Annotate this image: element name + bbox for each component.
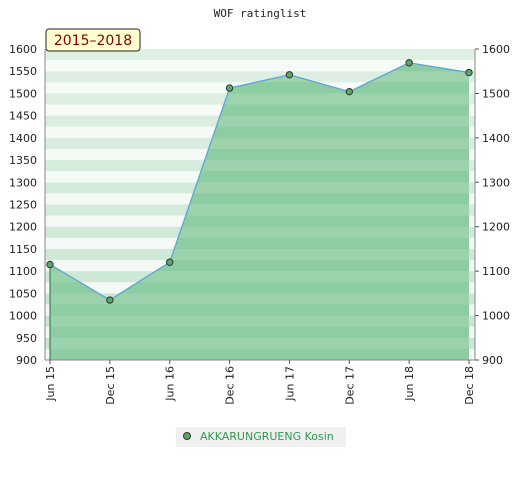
- area-stripes: [50, 62, 469, 360]
- legend-marker: [183, 432, 191, 440]
- area-stripe: [50, 148, 469, 161]
- series-point: [285, 71, 294, 79]
- area-fill-group: [50, 62, 469, 360]
- y-tick-label-right: 1300: [482, 176, 510, 189]
- x-tick-label: Jun 17: [283, 366, 296, 402]
- y-tick-label-left: 900: [16, 354, 37, 367]
- area-stripe: [50, 82, 469, 94]
- series-point: [225, 84, 234, 92]
- area-stripe: [50, 104, 469, 116]
- x-tick-label: Jun 15: [44, 366, 57, 402]
- area-stripe: [50, 193, 469, 205]
- y-tick-label-right: 1500: [482, 87, 510, 100]
- area-stripe: [50, 260, 469, 272]
- legend-label: AKKARUNGRUENG Kosin: [200, 430, 334, 443]
- area-stripe: [50, 126, 469, 138]
- chart-title: WOF ratinglist: [214, 7, 307, 20]
- y-tick-label-left: 1400: [9, 132, 37, 145]
- y-tick-label-left: 1300: [9, 176, 37, 189]
- badge-box: [45, 28, 141, 52]
- axes: [44, 49, 476, 361]
- area-stripe: [50, 282, 469, 294]
- y-tick-label-right: 1100: [482, 265, 510, 278]
- area-stripe: [50, 348, 469, 360]
- y-axis-left: 900 950 1000 1050 1100 1150 1200 1250 1300 1350 14…: [9, 43, 37, 367]
- x-tick-label: Dec 15: [104, 366, 117, 405]
- y-tick-label-right: 1000: [482, 310, 510, 323]
- y-tick-label-right: 1200: [482, 221, 510, 234]
- x-tick-label: Dec 18: [463, 366, 476, 405]
- x-tick-label: Jun 16: [164, 366, 177, 402]
- series-group: [46, 59, 473, 304]
- area-stripe: [50, 171, 469, 183]
- year-range-badge: 2015–2018: [45, 28, 141, 52]
- series-point: [405, 59, 413, 67]
- y-tick-label-left: 1100: [9, 265, 37, 278]
- area-stripe: [50, 304, 469, 316]
- legend: AKKARUNGRUENG Kosin: [176, 427, 346, 447]
- series-point: [106, 296, 114, 304]
- x-tick-label: Jun 18: [403, 366, 416, 402]
- area-stripe: [50, 215, 469, 227]
- background-band: [45, 49, 475, 61]
- series-point: [345, 87, 353, 96]
- series-point: [465, 68, 473, 77]
- y-axis-right: 900 1000 1100 1200 1300 1400 1500 1600: [475, 43, 510, 367]
- area-stripe: [50, 326, 469, 338]
- y-tick-label-left: 1000: [9, 310, 37, 323]
- y-tick-label-left: 1200: [9, 221, 37, 234]
- x-tick-label: Dec 16: [224, 366, 237, 405]
- background-band: [45, 60, 475, 72]
- series-point: [46, 260, 54, 269]
- y-tick-label-left: 950: [16, 332, 37, 345]
- x-axis: Jun 15 Dec 15 Jun 16 Dec 16 Jun 17 Dec 17 Jun …: [44, 360, 476, 405]
- background-band: [45, 71, 475, 83]
- y-tick-label-left: 1150: [9, 243, 37, 256]
- y-tick-label-left: 1450: [9, 110, 37, 123]
- area-stripe: [50, 237, 469, 249]
- y-tick-label-right: 900: [482, 354, 503, 367]
- y-tick-label-left: 1050: [9, 287, 37, 300]
- y-tick-label-right: 1600: [482, 43, 510, 56]
- series-point: [166, 258, 174, 266]
- series-line: [49, 62, 470, 301]
- badge-text: 2015–2018: [54, 33, 132, 49]
- y-tick-label-right: 1400: [482, 132, 510, 145]
- y-tick-label-left: 1250: [9, 199, 37, 212]
- x-tick-label: Dec 17: [343, 366, 356, 405]
- y-tick-label-left: 1550: [9, 65, 37, 78]
- y-tick-label-left: 1600: [9, 43, 37, 56]
- legend-box: [176, 427, 346, 447]
- y-tick-label-left: 1350: [9, 154, 37, 167]
- y-tick-label-left: 1500: [9, 87, 37, 100]
